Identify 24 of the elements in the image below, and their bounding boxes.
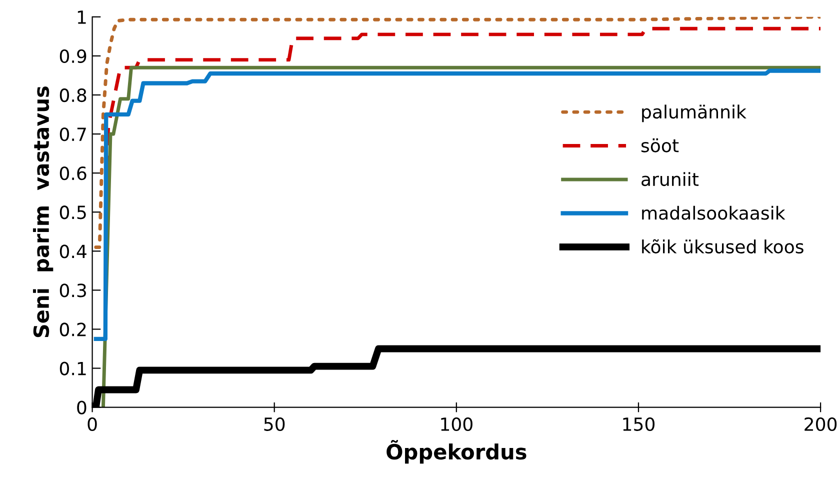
legend-label: kõik üksused koos <box>642 239 804 254</box>
y-tick-label: 0.1 <box>60 362 86 376</box>
legend-label: palumännik <box>642 104 746 122</box>
y-tick-label: 0.5 <box>60 206 86 220</box>
x-tick-label: 50 <box>264 417 285 431</box>
y-tick-label: 0 <box>77 400 86 414</box>
x-tick-label: 200 <box>804 417 837 431</box>
x-tick-label: 100 <box>441 417 472 431</box>
y-tick-label: 1 <box>78 10 86 24</box>
y-tick-label: 0.7 <box>60 127 86 142</box>
legend-label: aruniit <box>642 172 699 186</box>
line-series <box>94 68 821 342</box>
y-tick-label: 0.9 <box>60 49 86 64</box>
y-tick-label: 0.2 <box>60 322 86 336</box>
y-axis-title: Seni parim vastavus <box>32 86 54 338</box>
x-axis-title: Õppekordus <box>386 440 526 464</box>
y-tick-label: 0.3 <box>60 284 86 298</box>
x-tick-label: 150 <box>623 417 655 431</box>
legend-label: madalsookaasik <box>642 206 786 220</box>
y-tick-label: 0.8 <box>60 88 86 102</box>
y-tick-label: 0.4 <box>60 244 86 258</box>
x-tick-label: 0 <box>88 417 97 431</box>
legend-label: söot <box>641 138 679 152</box>
y-tick-label: 0.6 <box>60 166 86 180</box>
